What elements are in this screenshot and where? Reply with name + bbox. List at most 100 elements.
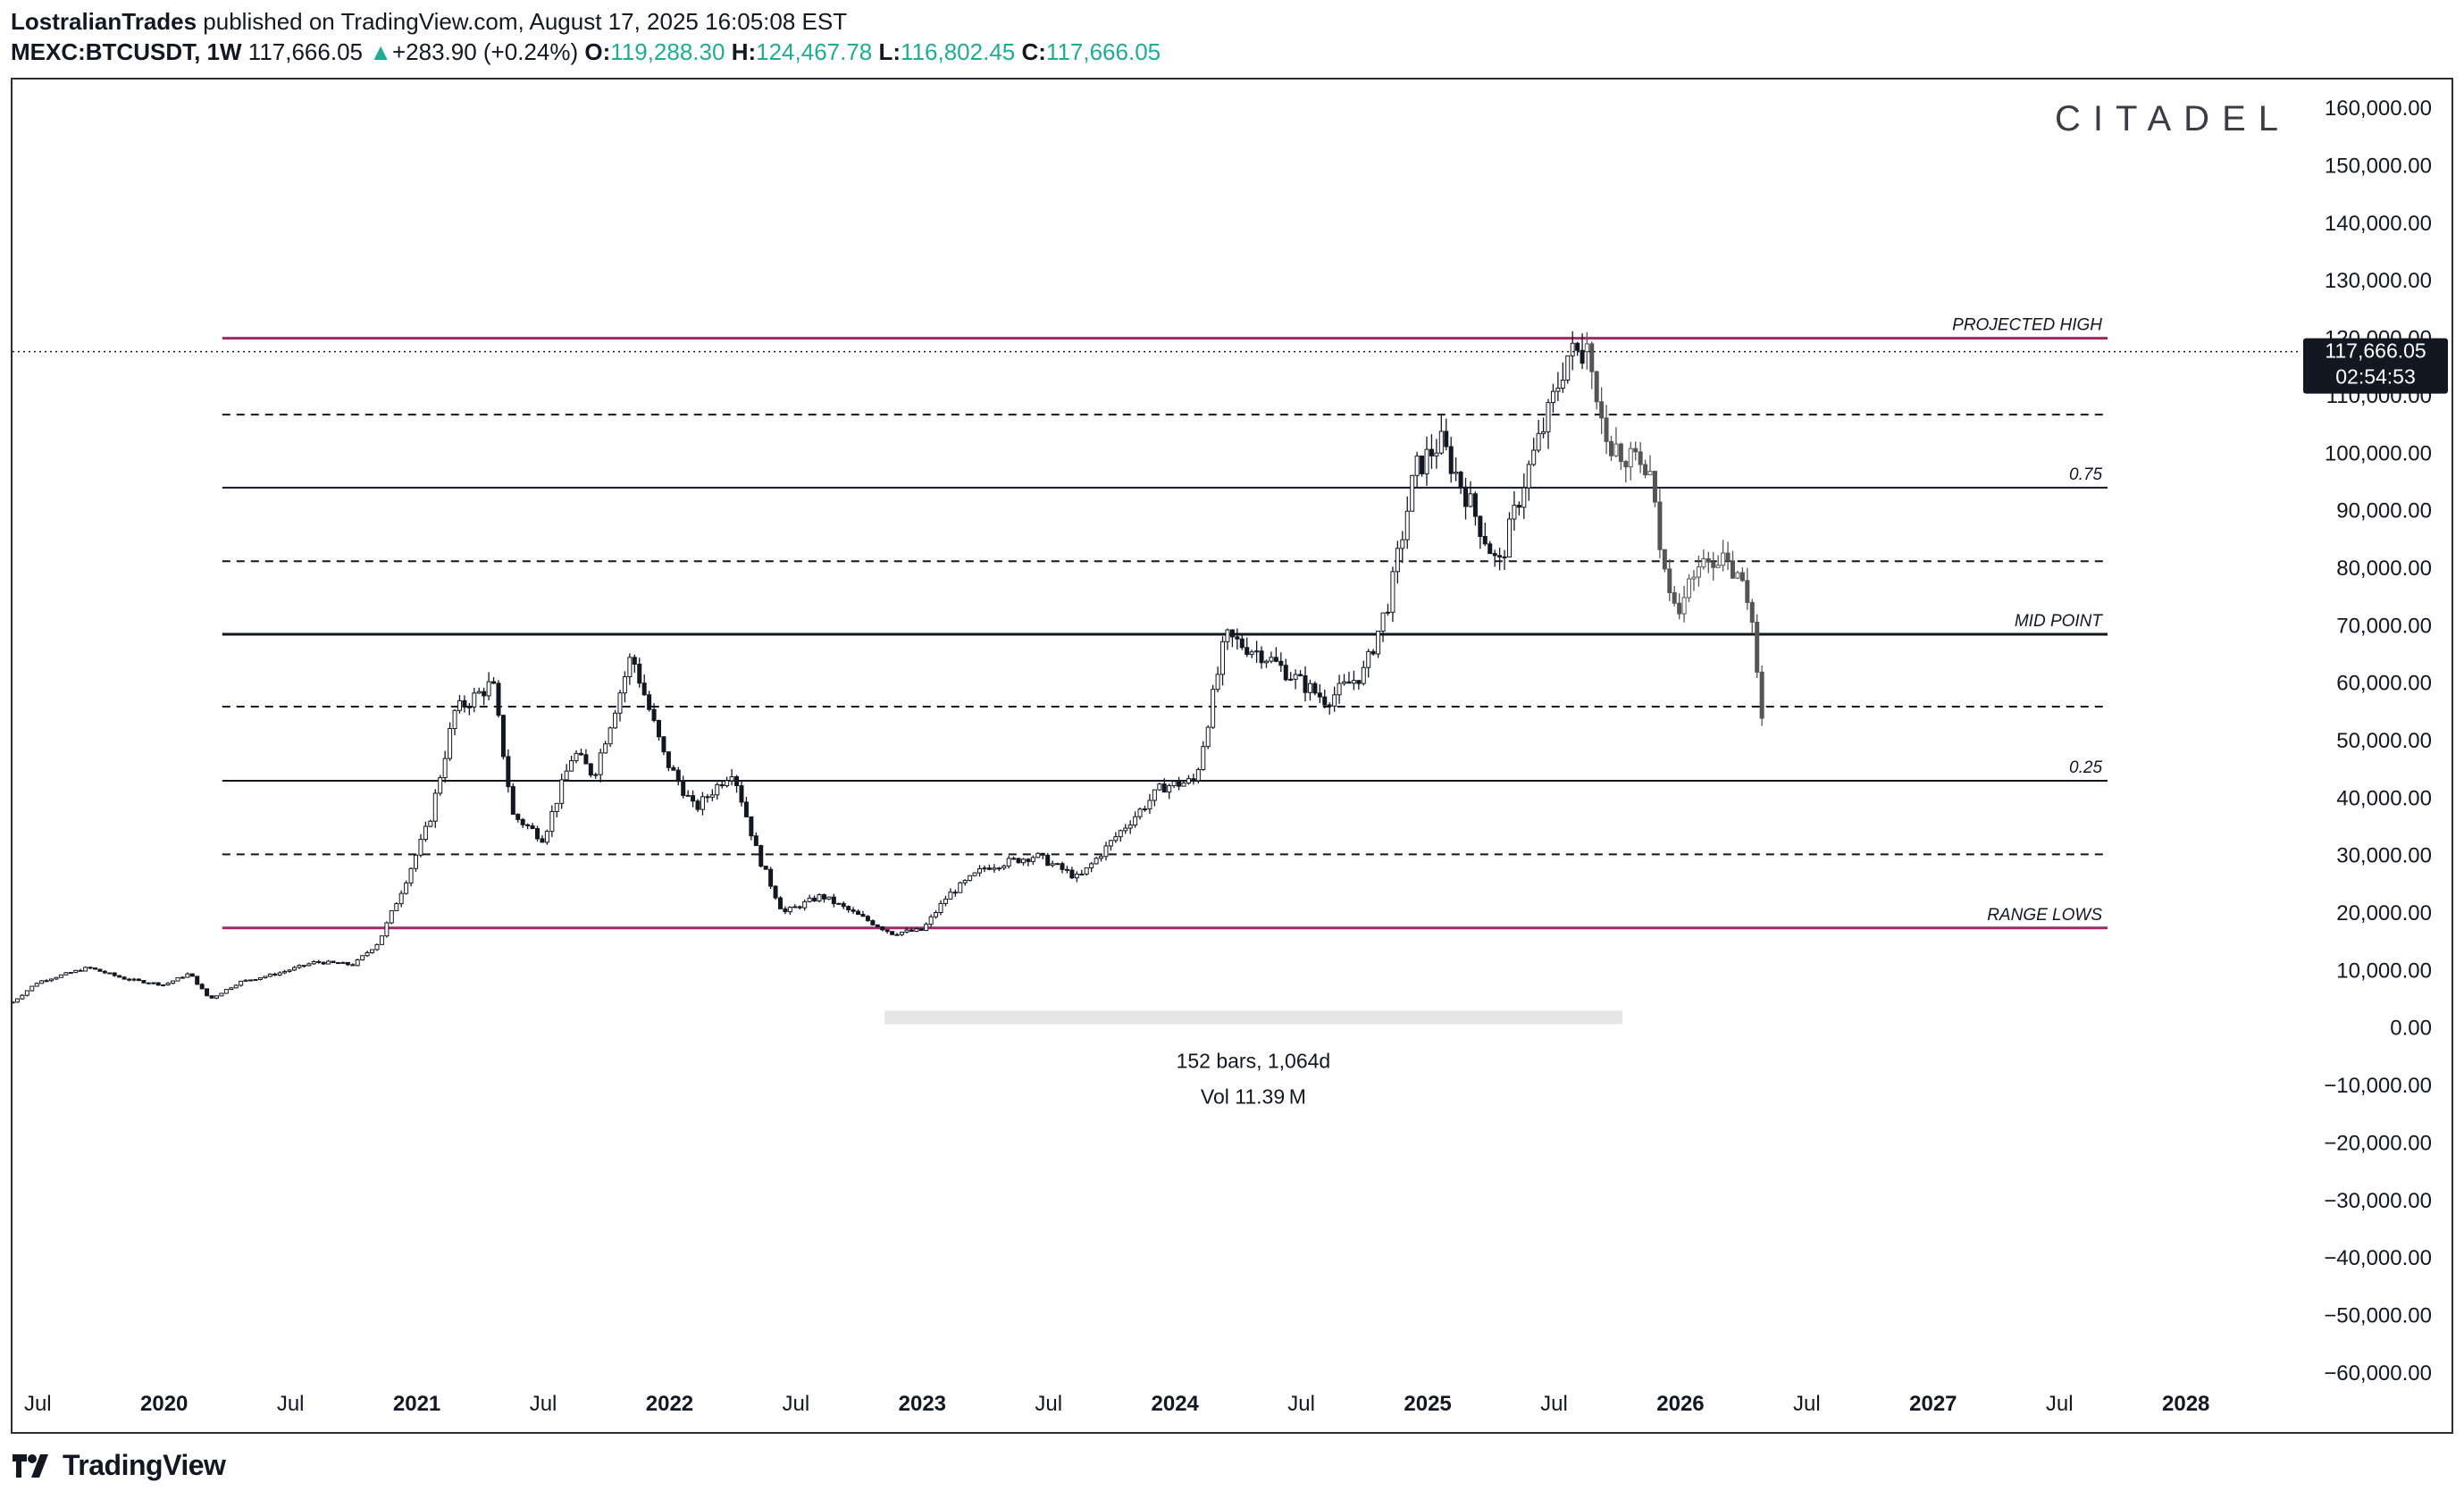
candle-body-262	[1283, 665, 1288, 681]
candle-body-163	[802, 900, 808, 909]
level-label-2: 0.75	[2069, 465, 2102, 484]
projection-candle-body-8	[1623, 461, 1629, 468]
candle-body-128	[632, 657, 637, 665]
candle-body-98	[486, 681, 491, 697]
candle-body-187	[918, 928, 924, 932]
time-axis[interactable]: Jul 2020 Jul 2021 Jul 2022 Jul 2023 Jul 2024 Jul 20…	[24, 1392, 2209, 1416]
candle-body-173	[851, 909, 856, 912]
projection-candle-body-35	[1755, 621, 1760, 673]
measure-bars-text: 152 bars, 1,064d	[1177, 1049, 1331, 1072]
close-value: 117,666.05	[1045, 38, 1161, 65]
measure-tool[interactable]: 152 bars, 1,064d Vol 11.39 M	[884, 1010, 1622, 1108]
candle-body-122	[603, 743, 608, 754]
candle-body-218	[1069, 869, 1075, 879]
candle-body-38	[195, 976, 200, 985]
candle-body-186	[914, 928, 919, 932]
candle-body-296	[1448, 446, 1454, 474]
candle-body-157	[773, 885, 778, 899]
candle-body-67	[335, 962, 340, 965]
projection-candle-body-10	[1633, 448, 1638, 453]
candle-body-57	[287, 969, 292, 972]
candle-body-259	[1269, 657, 1274, 662]
candle-body-281	[1376, 631, 1381, 655]
candle-body-183	[899, 931, 904, 935]
candle-body-75	[374, 943, 380, 950]
projection-candle-body-2	[1594, 371, 1599, 403]
candle-body-95	[472, 692, 477, 708]
candle-body-193	[948, 892, 953, 900]
low-label: L:	[878, 38, 901, 65]
candle-body-322	[1575, 342, 1580, 351]
candle-body-321	[1570, 342, 1575, 356]
y-tick-16: 0.00	[2390, 1017, 2432, 1041]
candle-body-30	[155, 982, 161, 986]
projection-series	[1584, 331, 1764, 726]
candle-body-312	[1526, 464, 1531, 489]
candle-body-221	[1084, 867, 1089, 875]
x-tick-15: 2027	[1909, 1392, 1957, 1416]
candle-body-313	[1531, 449, 1537, 465]
candle-body-271	[1327, 704, 1332, 707]
candle-body-18	[97, 968, 103, 972]
close-label: C:	[1021, 38, 1046, 65]
candle-body-234	[1147, 800, 1152, 810]
chart-pane[interactable]: PROJECTED HIGH 0.75 MID POINT 0.25 RANGE LOW…	[11, 78, 2453, 1434]
candle-body-44	[223, 989, 229, 994]
open-label: O:	[584, 38, 611, 65]
price-axis[interactable]: 160,000.00 150,000.00 140,000.00 130,000.00…	[2324, 96, 2432, 1386]
candle-body-247	[1211, 689, 1216, 728]
candle-body-226	[1108, 840, 1113, 847]
candle-body-89	[442, 758, 448, 779]
candle-body-268	[1312, 683, 1318, 694]
candle-body-211	[1035, 852, 1041, 858]
projection-candle-body-17	[1667, 568, 1672, 593]
candle-body-208	[1020, 858, 1026, 864]
candle-body-129	[637, 663, 642, 684]
candle-body-299	[1463, 486, 1469, 507]
candle-body-58	[292, 967, 298, 971]
symbol-label[interactable]: MEXC:BTCUSDT, 1W	[11, 38, 242, 65]
candle-body-316	[1546, 402, 1551, 432]
published-text: published on TradingView.com, August 17,…	[197, 8, 848, 35]
level-label-4: MID POINT	[2015, 612, 2104, 631]
candle-body-23	[122, 976, 127, 980]
y-tick-7: 90,000.00	[2336, 499, 2432, 523]
candle-body-172	[846, 906, 851, 911]
candle-body-68	[340, 961, 346, 965]
candle-body-323	[1580, 349, 1585, 364]
projection-candle-body-31	[1735, 572, 1740, 579]
candle-body-94	[466, 706, 472, 708]
price-chart[interactable]: PROJECTED HIGH 0.75 MID POINT 0.25 RANGE LOW…	[13, 80, 2451, 1432]
candle-body-148	[729, 775, 734, 782]
y-tick-22: −60,000.00	[2324, 1361, 2432, 1386]
candle-body-161	[792, 906, 798, 909]
y-tick-13: 30,000.00	[2336, 844, 2432, 868]
candle-body-136	[671, 766, 676, 771]
candle-body-99	[491, 681, 497, 684]
candle-body-199	[977, 867, 983, 874]
candle-body-124	[613, 712, 618, 729]
candle-body-88	[438, 777, 443, 794]
candle-body-238	[1167, 785, 1172, 793]
tradingview-logo[interactable]: TradingView	[11, 1449, 226, 1482]
candle-body-71	[355, 959, 360, 967]
x-tick-16: Jul	[2046, 1392, 2074, 1416]
projection-candle-body-28	[1721, 552, 1726, 566]
change-up-icon: ▲	[369, 38, 392, 65]
candle-body-70	[350, 964, 356, 967]
last-price-label: 117,666.05 02:54:53	[2303, 338, 2448, 394]
publisher-name[interactable]: LostralianTrades	[11, 8, 197, 35]
candle-body-114	[564, 770, 569, 781]
projection-candle-body-16	[1662, 549, 1667, 570]
candle-body-84	[418, 839, 423, 856]
candle-body-197	[968, 875, 973, 882]
candle-body-167	[821, 894, 826, 900]
ohlc-legend: MEXC:BTCUSDT, 1W 117,666.05 ▲+283.90 (+0…	[11, 38, 1161, 66]
projection-candle-body-18	[1672, 591, 1677, 604]
date-range-bar[interactable]	[884, 1010, 1622, 1025]
candle-body-297	[1454, 472, 1459, 474]
candle-body-145	[715, 783, 720, 796]
candle-body-82	[408, 867, 414, 883]
candle-body-175	[860, 914, 866, 917]
candle-body-144	[709, 794, 715, 798]
